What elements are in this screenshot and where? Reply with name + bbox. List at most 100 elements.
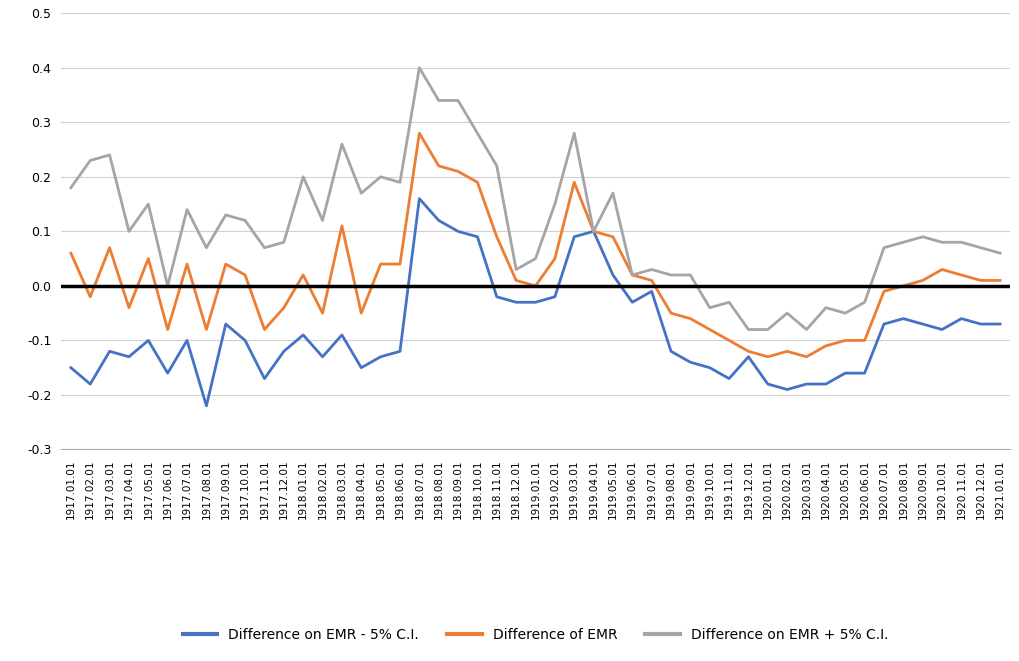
Difference of EMR — [568, 178, 580, 186]
Difference on EMR - 5% C.I. — [413, 194, 425, 202]
Difference on EMR - 5% C.I. — [722, 375, 735, 383]
Difference on EMR + 5% C.I. — [626, 271, 638, 279]
Difference on EMR + 5% C.I. — [974, 244, 986, 252]
Difference of EMR — [703, 325, 715, 333]
Difference on EMR + 5% C.I. — [568, 130, 580, 137]
Difference on EMR + 5% C.I. — [297, 173, 309, 180]
Difference of EMR — [897, 282, 909, 290]
Difference of EMR — [819, 342, 832, 350]
Difference on EMR + 5% C.I. — [529, 254, 541, 262]
Difference on EMR - 5% C.I. — [664, 348, 677, 356]
Difference of EMR — [297, 271, 309, 279]
Line: Difference on EMR + 5% C.I.: Difference on EMR + 5% C.I. — [70, 68, 1000, 329]
Difference on EMR + 5% C.I. — [122, 227, 135, 235]
Difference on EMR + 5% C.I. — [490, 162, 502, 170]
Difference of EMR — [413, 130, 425, 137]
Difference on EMR + 5% C.I. — [742, 325, 754, 333]
Difference on EMR - 5% C.I. — [742, 353, 754, 361]
Difference of EMR — [238, 271, 251, 279]
Difference on EMR + 5% C.I. — [451, 97, 464, 104]
Difference on EMR - 5% C.I. — [800, 380, 812, 388]
Difference on EMR - 5% C.I. — [103, 348, 115, 356]
Difference of EMR — [722, 336, 735, 344]
Difference of EMR — [355, 309, 367, 317]
Difference on EMR - 5% C.I. — [897, 315, 909, 323]
Difference on EMR + 5% C.I. — [645, 266, 657, 274]
Difference of EMR — [877, 288, 890, 295]
Difference on EMR - 5% C.I. — [219, 320, 231, 328]
Difference on EMR - 5% C.I. — [374, 353, 386, 361]
Difference on EMR + 5% C.I. — [800, 325, 812, 333]
Difference on EMR + 5% C.I. — [335, 140, 347, 148]
Difference on EMR - 5% C.I. — [451, 227, 464, 235]
Difference on EMR + 5% C.I. — [664, 271, 677, 279]
Difference of EMR — [335, 222, 347, 230]
Difference on EMR + 5% C.I. — [64, 184, 76, 192]
Difference on EMR - 5% C.I. — [955, 315, 967, 323]
Difference on EMR + 5% C.I. — [897, 239, 909, 247]
Difference on EMR + 5% C.I. — [103, 151, 115, 159]
Difference on EMR - 5% C.I. — [529, 298, 541, 306]
Difference of EMR — [490, 233, 502, 241]
Difference of EMR — [451, 167, 464, 175]
Difference of EMR — [994, 276, 1006, 284]
Difference on EMR - 5% C.I. — [858, 369, 870, 377]
Difference on EMR - 5% C.I. — [974, 320, 986, 328]
Difference on EMR + 5% C.I. — [703, 303, 715, 311]
Difference on EMR + 5% C.I. — [277, 239, 289, 247]
Difference on EMR + 5% C.I. — [548, 200, 560, 208]
Difference on EMR - 5% C.I. — [277, 348, 289, 356]
Difference of EMR — [548, 254, 560, 262]
Difference on EMR - 5% C.I. — [180, 336, 193, 344]
Difference of EMR — [761, 353, 773, 361]
Difference on EMR - 5% C.I. — [548, 293, 560, 301]
Difference on EMR - 5% C.I. — [587, 227, 599, 235]
Legend: Difference on EMR - 5% C.I., Difference of EMR, Difference on EMR + 5% C.I.: Difference on EMR - 5% C.I., Difference … — [177, 622, 893, 647]
Difference of EMR — [374, 260, 386, 268]
Difference on EMR - 5% C.I. — [781, 385, 793, 393]
Difference on EMR + 5% C.I. — [316, 216, 328, 224]
Difference on EMR - 5% C.I. — [490, 293, 502, 301]
Difference of EMR — [781, 348, 793, 356]
Difference on EMR + 5% C.I. — [916, 233, 928, 241]
Difference on EMR + 5% C.I. — [355, 189, 367, 197]
Difference of EMR — [277, 303, 289, 311]
Difference on EMR + 5% C.I. — [994, 249, 1006, 257]
Difference on EMR - 5% C.I. — [645, 288, 657, 295]
Difference on EMR - 5% C.I. — [142, 336, 154, 344]
Difference of EMR — [142, 254, 154, 262]
Difference on EMR + 5% C.I. — [839, 309, 851, 317]
Difference on EMR + 5% C.I. — [877, 244, 890, 252]
Difference on EMR + 5% C.I. — [858, 298, 870, 306]
Line: Difference on EMR - 5% C.I.: Difference on EMR - 5% C.I. — [70, 198, 1000, 406]
Difference on EMR + 5% C.I. — [471, 130, 483, 137]
Difference of EMR — [200, 325, 212, 333]
Difference on EMR - 5% C.I. — [355, 364, 367, 371]
Difference on EMR - 5% C.I. — [335, 331, 347, 339]
Difference on EMR - 5% C.I. — [606, 271, 619, 279]
Difference on EMR - 5% C.I. — [316, 353, 328, 361]
Difference on EMR - 5% C.I. — [568, 233, 580, 241]
Difference of EMR — [122, 303, 135, 311]
Difference of EMR — [974, 276, 986, 284]
Difference on EMR - 5% C.I. — [510, 298, 522, 306]
Difference on EMR - 5% C.I. — [64, 364, 76, 371]
Difference of EMR — [800, 353, 812, 361]
Difference on EMR + 5% C.I. — [180, 206, 193, 214]
Difference on EMR - 5% C.I. — [258, 375, 270, 383]
Difference on EMR + 5% C.I. — [142, 200, 154, 208]
Difference on EMR - 5% C.I. — [84, 380, 96, 388]
Difference of EMR — [626, 271, 638, 279]
Difference of EMR — [645, 276, 657, 284]
Difference on EMR - 5% C.I. — [994, 320, 1006, 328]
Difference of EMR — [161, 325, 173, 333]
Difference of EMR — [316, 309, 328, 317]
Difference of EMR — [219, 260, 231, 268]
Difference of EMR — [393, 260, 406, 268]
Difference on EMR + 5% C.I. — [761, 325, 773, 333]
Difference on EMR + 5% C.I. — [684, 271, 696, 279]
Difference on EMR - 5% C.I. — [297, 331, 309, 339]
Difference on EMR - 5% C.I. — [877, 320, 890, 328]
Difference on EMR + 5% C.I. — [432, 97, 444, 104]
Difference of EMR — [432, 162, 444, 170]
